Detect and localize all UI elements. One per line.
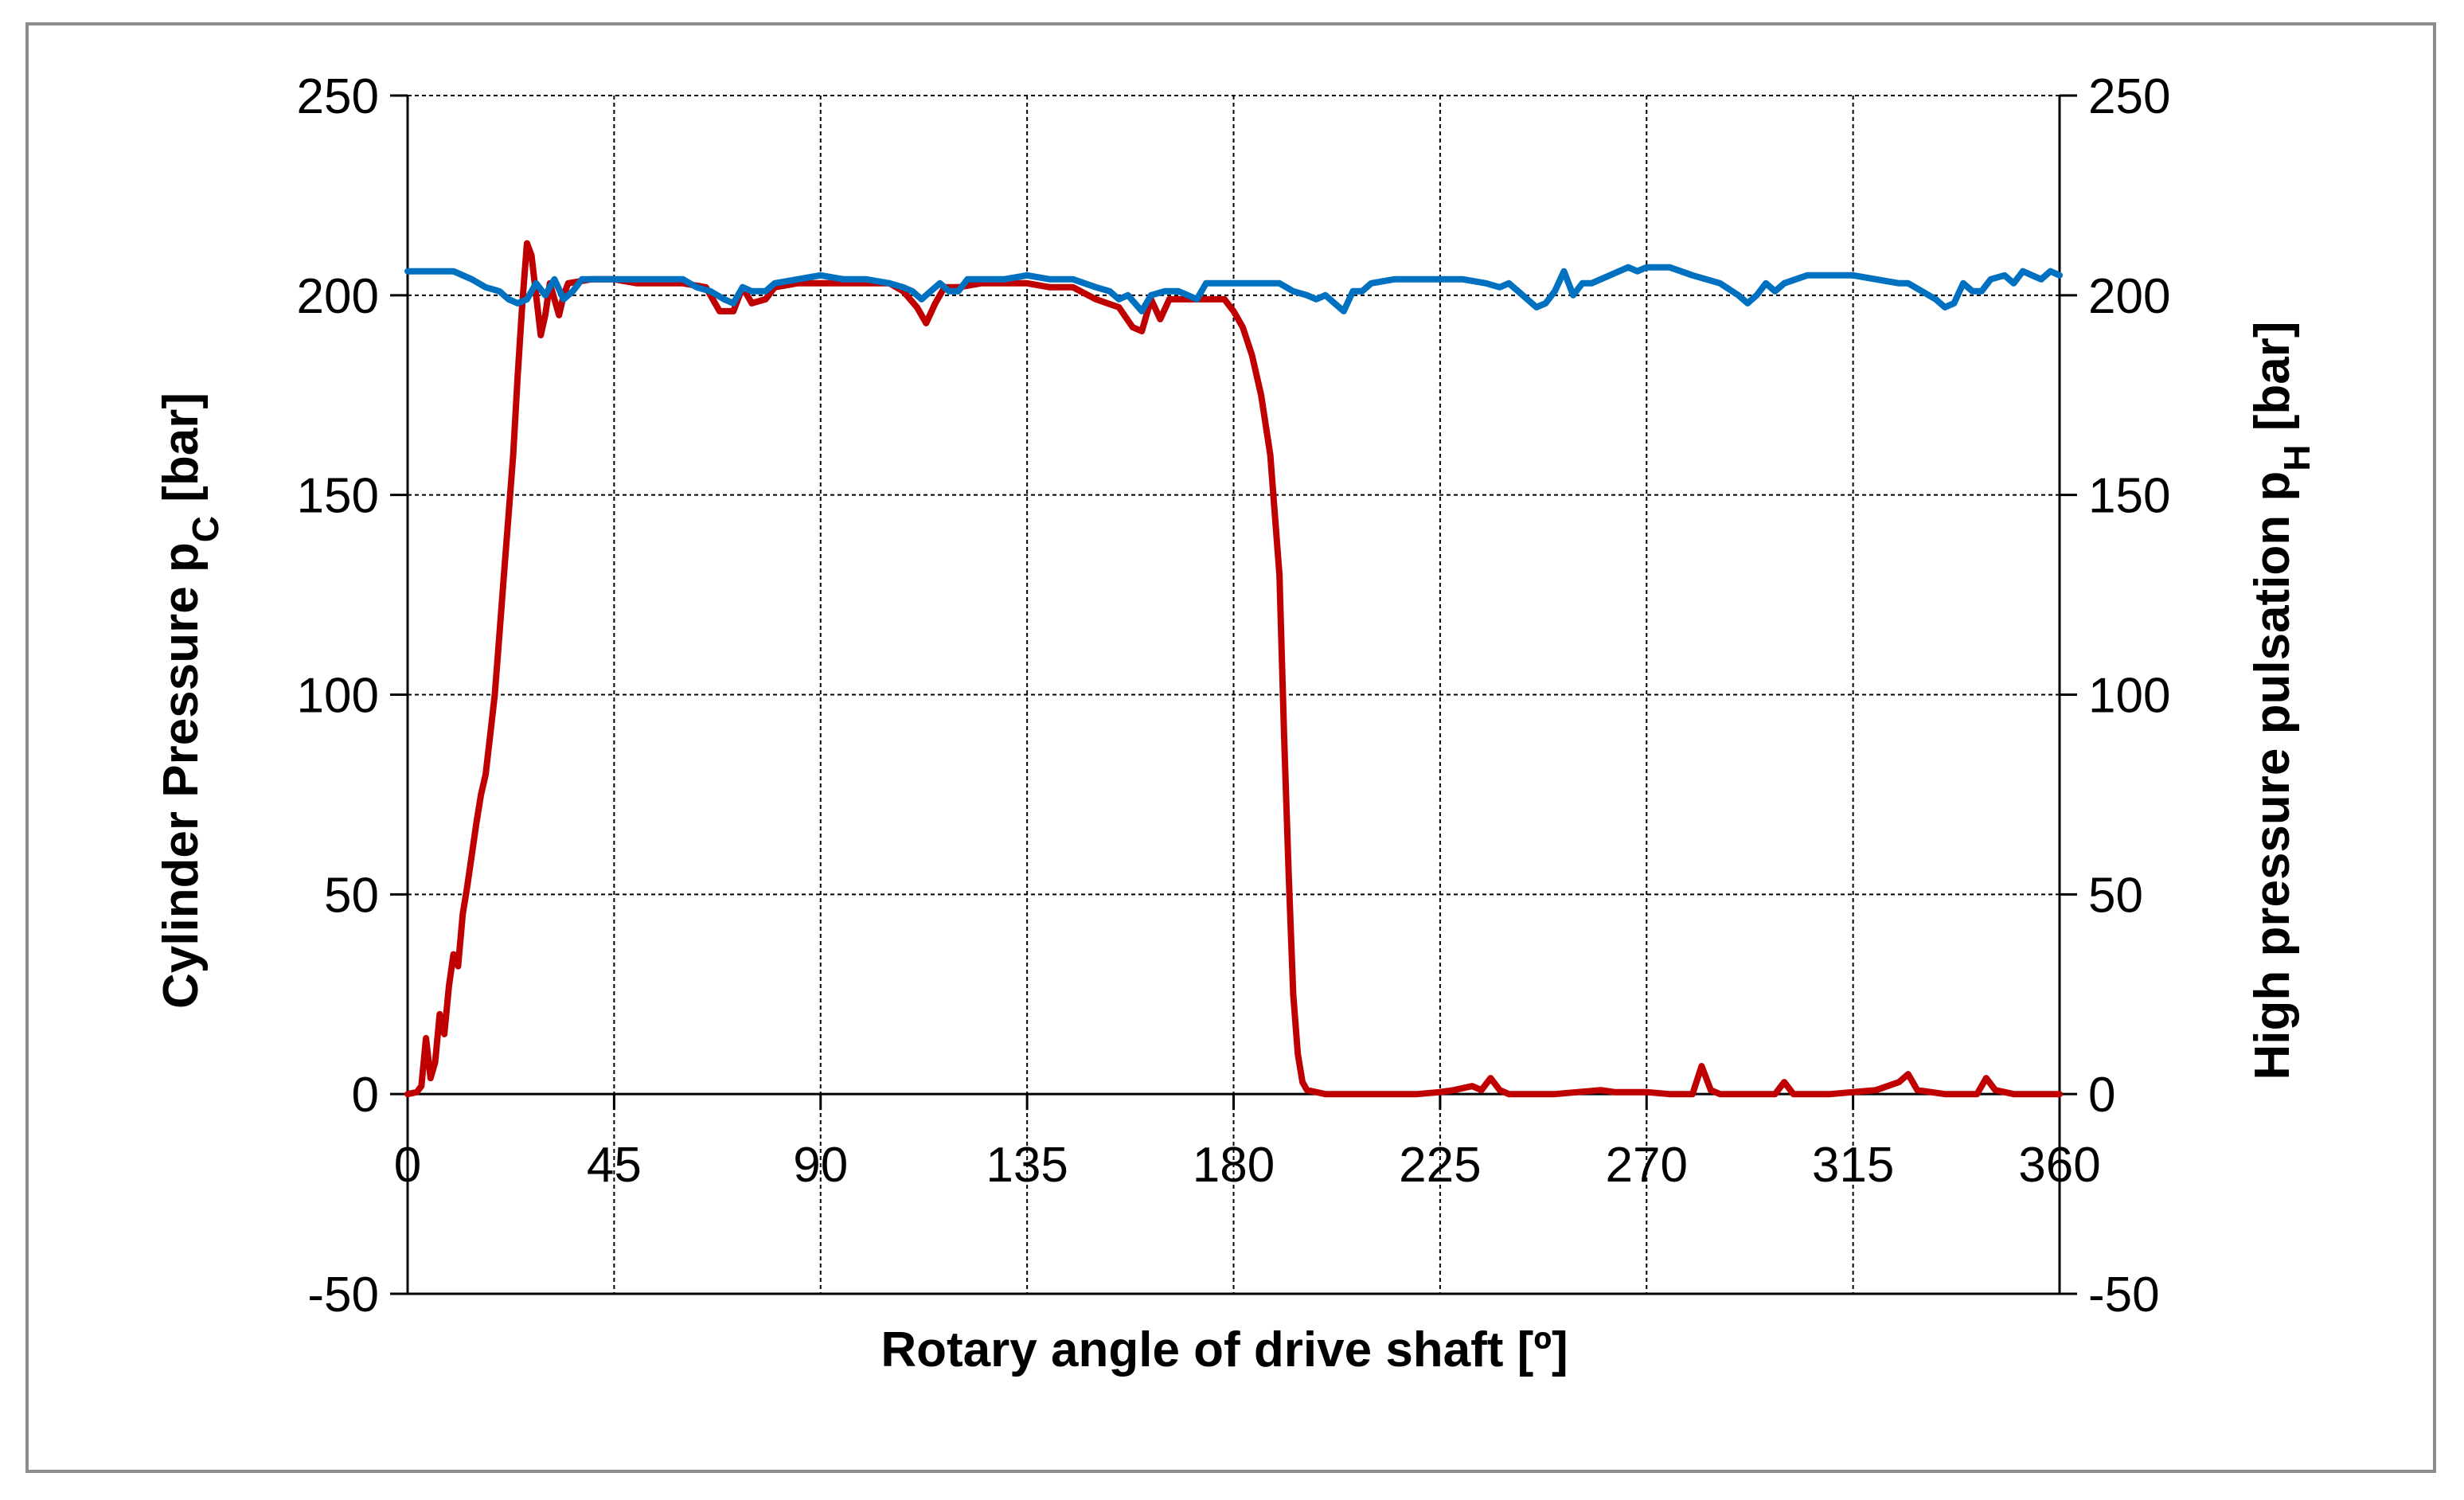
y-axis-title-right-tail: [bar]	[2245, 321, 2300, 444]
x-tick-label: 360	[2018, 1138, 2100, 1193]
x-tick-label: 45	[587, 1138, 642, 1193]
y-tick-label-right: 200	[2088, 269, 2170, 324]
y-tick-label-left: 50	[324, 868, 379, 923]
x-axis-title: Rotary angle of drive shaft [º]	[881, 1322, 1568, 1377]
y-tick-label-left: -50	[307, 1268, 379, 1322]
x-tick-label: 180	[1193, 1138, 1275, 1193]
series-group	[404, 240, 2063, 1098]
y-axis-title-right: High pressure pulsation pH [bar]	[2245, 321, 2318, 1080]
x-tick-label: 225	[1399, 1138, 1481, 1193]
y-tick-label-left: 100	[297, 669, 379, 724]
y-axis-title-left: Cylinder Pressure pC [bar]	[154, 393, 226, 1009]
x-tick-label: 90	[793, 1138, 848, 1193]
y-tick-label-right: 50	[2088, 868, 2143, 923]
series-line-high-pressure-pulsation	[404, 264, 2063, 314]
y-tick-label-right: 150	[2088, 469, 2170, 524]
y-axis-title-right-main: High pressure pulsation p	[2245, 471, 2300, 1080]
y-tick-label-right: 100	[2088, 669, 2170, 724]
x-tick-label: 270	[1606, 1138, 1688, 1193]
x-tick-label: 135	[986, 1138, 1068, 1193]
y-axis-title-right-sub: H	[2276, 444, 2318, 471]
x-tick-label: 315	[1812, 1138, 1894, 1193]
y-tick-label-left: 200	[297, 269, 379, 324]
x-tick-label: 0	[394, 1138, 421, 1193]
y-axis-title-left-main: Cylinder Pressure p	[154, 542, 209, 1009]
chart-frame	[25, 22, 2436, 1473]
y-tick-label-left: 250	[297, 69, 379, 124]
y-tick-label-right: -50	[2088, 1268, 2160, 1322]
y-tick-label-left: 0	[352, 1068, 379, 1123]
series-line-cylinder-pressure	[404, 240, 2063, 1098]
y-axis-title-left-sub: C	[185, 516, 226, 542]
y-tick-label-left: 150	[297, 469, 379, 524]
y-tick-label-right: 0	[2088, 1068, 2115, 1123]
y-axis-title-left-tail: [bar]	[154, 393, 209, 516]
y-tick-label-right: 250	[2088, 69, 2170, 124]
